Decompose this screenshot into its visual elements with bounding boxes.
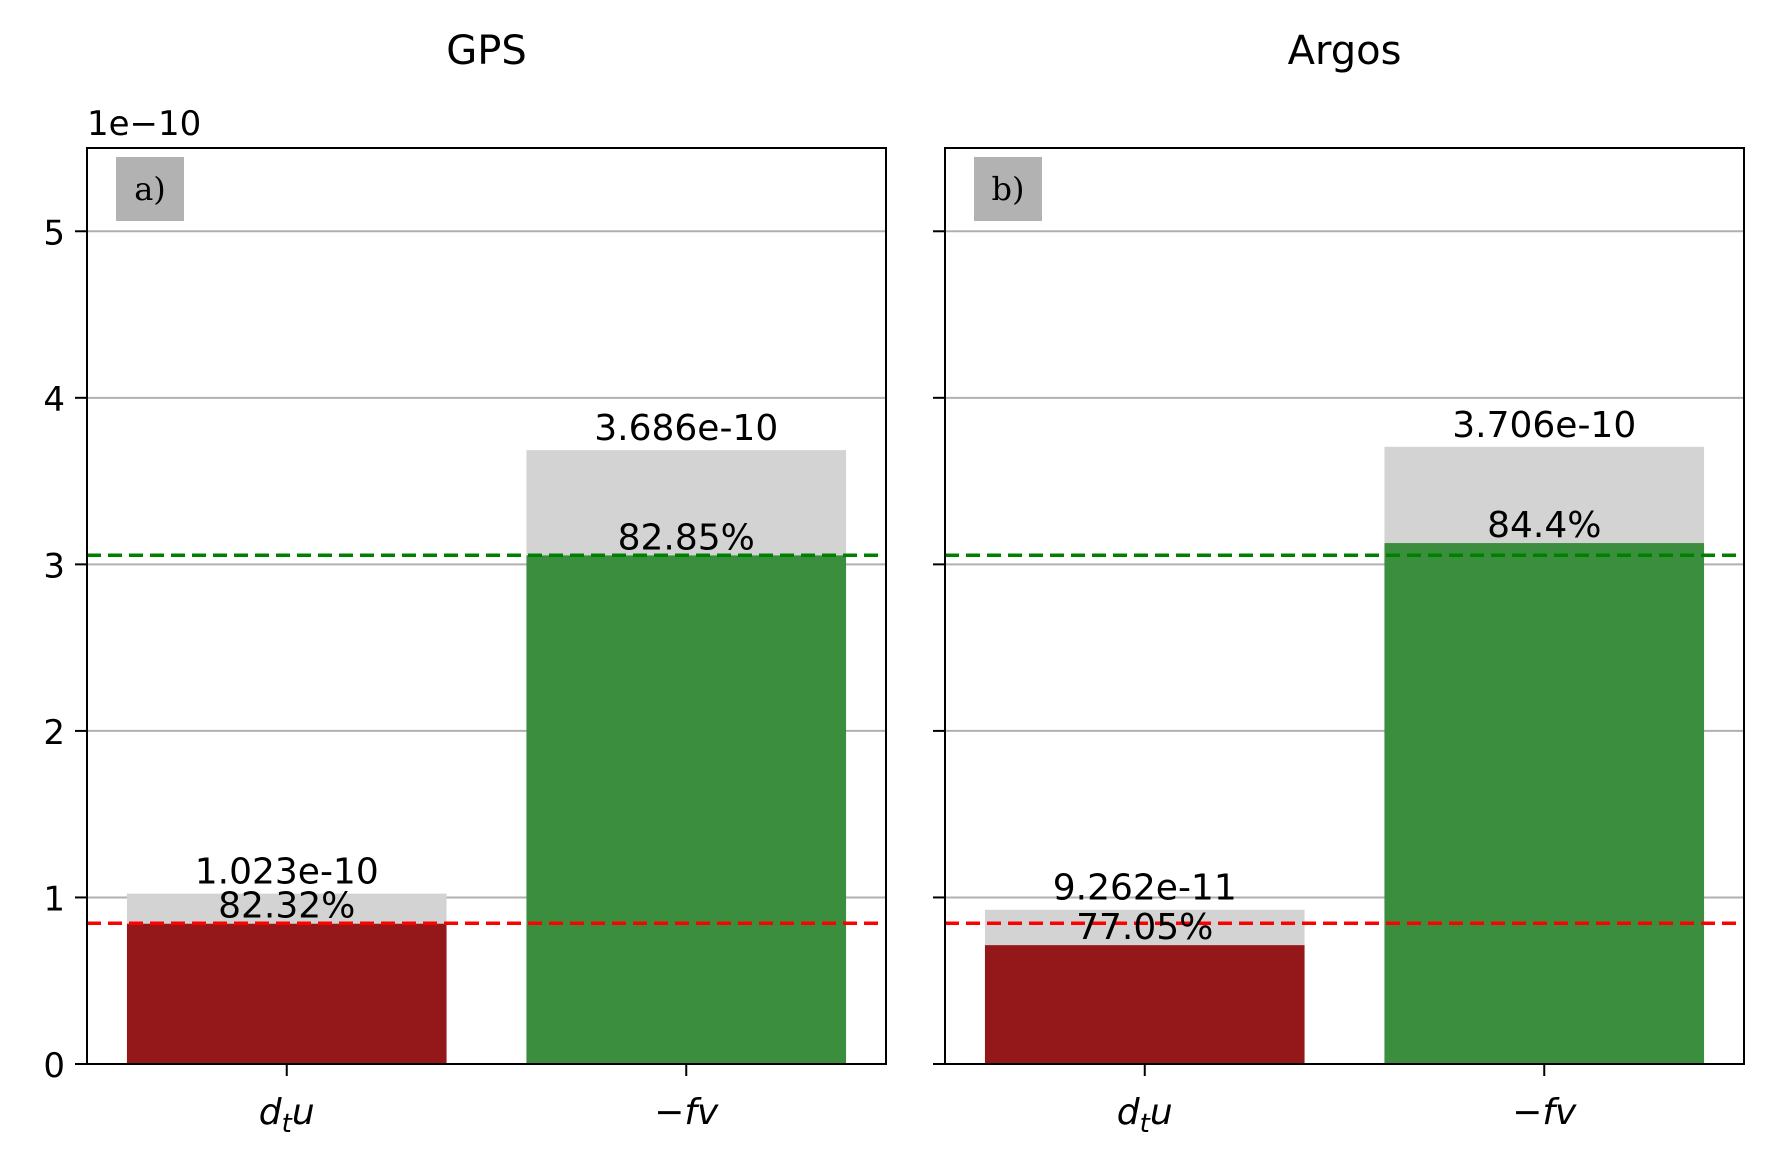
bar-explained bbox=[984, 945, 1305, 1064]
total-value-label: 1.023e-10 bbox=[195, 852, 379, 893]
total-value-label: 9.262e-11 bbox=[1053, 868, 1237, 909]
chart-title: GPS bbox=[446, 28, 527, 74]
y-tick-label: 2 bbox=[43, 713, 65, 753]
y-tick-label: 3 bbox=[43, 546, 65, 586]
percent-label: 77.05% bbox=[1076, 907, 1213, 948]
total-value-label: 3.686e-10 bbox=[594, 408, 778, 449]
panel-label-box bbox=[116, 157, 184, 221]
panel-label: b) bbox=[992, 170, 1025, 208]
y-tick-label: 5 bbox=[43, 213, 65, 253]
chart-title: Argos bbox=[1288, 28, 1402, 74]
y-tick-label: 0 bbox=[43, 1046, 65, 1086]
panel-label: a) bbox=[134, 170, 166, 208]
bar-explained bbox=[1384, 543, 1705, 1064]
bar-explained bbox=[126, 923, 447, 1064]
total-value-label: 3.706e-10 bbox=[1452, 405, 1636, 446]
x-tick-label: dtu bbox=[1117, 1092, 1173, 1139]
x-tick-label: dtu bbox=[259, 1092, 315, 1139]
bar-explained bbox=[526, 555, 847, 1064]
axes-frame bbox=[944, 147, 1745, 1065]
y-tick-label: 4 bbox=[43, 380, 65, 420]
percent-label: 84.4% bbox=[1487, 505, 1601, 546]
x-tick-label: −fv bbox=[1512, 1092, 1577, 1133]
percent-label: 82.85% bbox=[618, 517, 755, 558]
y-tick-label: 1 bbox=[43, 879, 65, 919]
x-tick-label: −fv bbox=[654, 1092, 719, 1133]
panel-label-box bbox=[974, 157, 1042, 221]
axes-frame bbox=[86, 147, 887, 1065]
percent-label: 82.32% bbox=[218, 886, 355, 927]
y-offset-label: 1e−10 bbox=[87, 104, 201, 144]
